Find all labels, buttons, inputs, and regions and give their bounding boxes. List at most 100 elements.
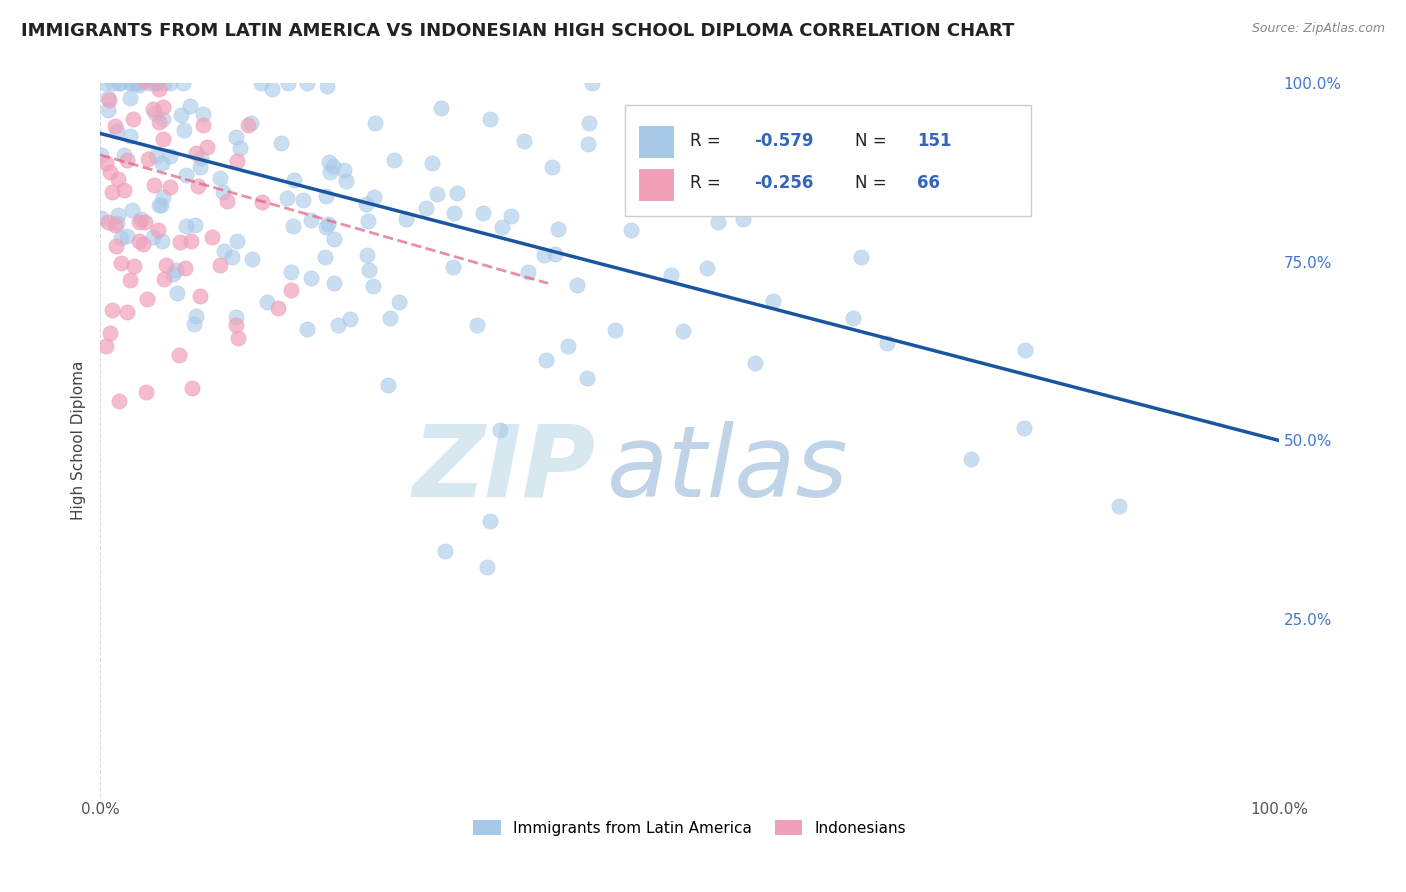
Point — [152, 132, 174, 146]
Point — [323, 231, 346, 245]
Point — [540, 160, 562, 174]
Point — [107, 172, 129, 186]
Point — [489, 423, 512, 437]
FancyBboxPatch shape — [638, 169, 675, 202]
Point — [842, 310, 865, 325]
Point — [174, 219, 197, 234]
Point — [96, 156, 118, 170]
Point — [534, 353, 557, 368]
Point — [150, 234, 173, 248]
Point — [277, 77, 299, 91]
Point — [1108, 500, 1130, 514]
Point — [328, 318, 350, 332]
Point — [426, 187, 449, 202]
Point — [356, 248, 378, 262]
Point — [209, 171, 232, 186]
Point — [187, 178, 209, 193]
Point — [356, 196, 378, 211]
Point — [190, 161, 212, 175]
Point — [316, 217, 339, 231]
Point — [159, 77, 181, 91]
Point — [128, 78, 150, 93]
Point — [225, 130, 247, 145]
Point — [121, 112, 143, 126]
Point — [283, 172, 305, 186]
Point — [478, 112, 501, 126]
Point — [132, 236, 155, 251]
Point — [118, 77, 141, 91]
Point — [97, 103, 120, 117]
Point — [129, 212, 152, 227]
Point — [395, 212, 418, 227]
Point — [475, 559, 498, 574]
Point — [172, 77, 194, 91]
Point — [377, 377, 399, 392]
Point — [430, 101, 453, 115]
Point — [181, 381, 204, 395]
Point — [225, 318, 247, 332]
Point — [165, 263, 187, 277]
Point — [270, 136, 292, 150]
Text: R =: R = — [689, 131, 725, 150]
Text: N =: N = — [855, 131, 891, 150]
FancyBboxPatch shape — [638, 127, 675, 159]
Point — [143, 106, 166, 120]
Point — [299, 271, 322, 285]
Text: atlas: atlas — [607, 420, 849, 517]
Text: -0.579: -0.579 — [755, 131, 814, 150]
Point — [441, 260, 464, 275]
Point — [361, 278, 384, 293]
Point — [380, 311, 402, 326]
Point — [135, 385, 157, 400]
Point — [339, 312, 361, 326]
Point — [547, 222, 569, 236]
Point — [239, 116, 262, 130]
Point — [173, 123, 195, 137]
Point — [323, 276, 346, 290]
Point — [297, 77, 319, 91]
Point — [363, 190, 385, 204]
Point — [90, 148, 112, 162]
Point — [605, 322, 627, 336]
Point — [104, 238, 127, 252]
Point — [169, 62, 191, 77]
Point — [94, 339, 117, 353]
Point — [152, 272, 174, 286]
Point — [173, 260, 195, 275]
Point — [420, 156, 443, 170]
Point — [188, 289, 211, 303]
Point — [228, 141, 250, 155]
Point — [471, 206, 494, 220]
Point — [315, 219, 337, 234]
Point — [292, 193, 315, 207]
Point — [315, 188, 337, 202]
Point — [298, 62, 321, 77]
Point — [960, 452, 983, 467]
Point — [177, 62, 200, 77]
Point — [226, 154, 249, 169]
Point — [212, 244, 235, 258]
Point — [256, 295, 278, 310]
Point — [316, 79, 339, 94]
Point — [127, 77, 149, 91]
Point — [672, 324, 695, 338]
Point — [112, 184, 135, 198]
Point — [262, 62, 284, 77]
Point — [108, 394, 131, 409]
Point — [125, 77, 148, 91]
Point — [741, 201, 763, 215]
Point — [260, 82, 283, 96]
Point — [143, 178, 166, 192]
Point — [267, 301, 290, 315]
Point — [557, 339, 579, 353]
Point — [159, 62, 181, 77]
Point — [105, 124, 128, 138]
Point — [122, 259, 145, 273]
Point — [382, 153, 405, 168]
Point — [90, 211, 112, 225]
Point — [125, 77, 148, 91]
Point — [166, 286, 188, 301]
Point — [97, 91, 120, 105]
Point — [314, 250, 336, 264]
Point — [357, 262, 380, 277]
